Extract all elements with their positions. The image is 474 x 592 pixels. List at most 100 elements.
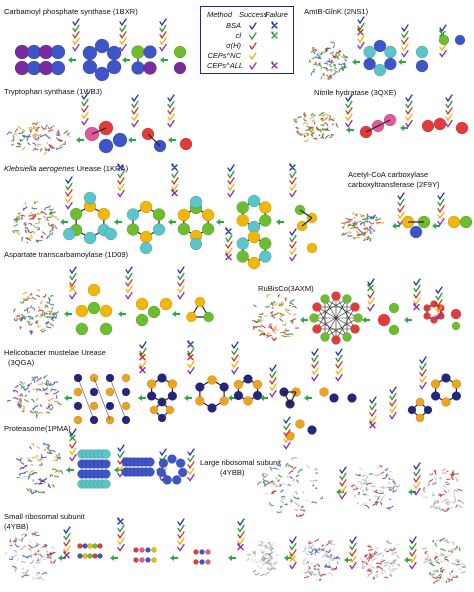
success-check-icon (420, 370, 426, 376)
protein-ribbon (55, 226, 57, 229)
subunit-sphere (195, 397, 204, 406)
subunit-sphere (144, 46, 157, 59)
protein-ribbon (389, 574, 391, 576)
protein-ribbon (263, 479, 264, 481)
protein-ribbon (314, 114, 315, 116)
protein-ribbon (17, 316, 21, 317)
protein-ribbon (52, 319, 54, 321)
protein-ribbon (20, 327, 22, 329)
protein-ribbon (321, 118, 323, 119)
protein-ribbon (38, 553, 41, 555)
protein-ribbon (38, 491, 42, 493)
protein-ribbon (38, 144, 42, 146)
protein-ribbon (323, 114, 326, 116)
subunit-sphere (452, 380, 461, 389)
protein-ribbon (448, 553, 452, 556)
protein-ribbon (397, 544, 400, 546)
subunit-sphere (424, 313, 431, 320)
protein-ribbon (311, 563, 314, 565)
protein-ribbon (422, 496, 427, 497)
success-check-icon (340, 493, 346, 499)
subunit-sphere (208, 404, 217, 413)
success-check-icon (438, 212, 444, 218)
protein-ribbon (44, 313, 48, 314)
protein-ribbon (449, 501, 452, 502)
protein-ribbon (278, 465, 282, 467)
protein-ribbon (42, 573, 47, 575)
protein-ribbon (33, 123, 37, 125)
success-check-icon (178, 538, 184, 544)
protein-ribbon (393, 491, 394, 493)
protein-ribbon (17, 232, 20, 235)
protein-ribbon (17, 559, 18, 561)
protein-ribbon (30, 540, 31, 543)
subunit-sphere (83, 60, 97, 74)
protein-ribbon (281, 302, 282, 304)
protein-ribbon (435, 553, 438, 555)
protein-ribbon (315, 62, 317, 64)
subunit-sphere (452, 392, 461, 401)
success-check-icon (436, 287, 442, 293)
protein-ribbon (301, 506, 303, 508)
protein-ribbon (14, 224, 18, 226)
protein-ribbon (450, 507, 453, 508)
protein-ribbon (41, 212, 46, 215)
protein-ribbon (321, 556, 325, 558)
success-check-icon (358, 23, 364, 29)
protein-ribbon (50, 475, 52, 477)
protein-ribbon (29, 474, 34, 477)
protein-ribbon (348, 235, 352, 236)
success-check-icon (228, 184, 234, 190)
protein-ribbon (47, 143, 48, 144)
subunit-sphere (102, 480, 111, 489)
protein-ribbon (28, 391, 30, 393)
protein-ribbon (33, 577, 35, 579)
protein-ribbon (37, 415, 38, 418)
protein-ribbon (287, 336, 291, 337)
protein-ribbon (307, 562, 309, 563)
protein-ribbon (266, 306, 269, 307)
protein-ribbon (330, 64, 332, 67)
subunit-sphere (176, 459, 185, 468)
protein-ribbon (330, 555, 331, 557)
protein-ribbon (381, 222, 383, 223)
protein-ribbon (292, 458, 298, 461)
pathway-arrow-icon (64, 311, 68, 317)
protein-ribbon (317, 564, 320, 566)
subunit-sphere (140, 558, 145, 563)
protein-ribbon (287, 313, 290, 315)
protein-ribbon (23, 463, 25, 464)
protein-ribbon (366, 489, 368, 490)
protein-ribbon (389, 471, 392, 472)
success-check-icon (414, 285, 420, 291)
protein-ribbon (47, 217, 52, 219)
protein-ribbon (369, 221, 374, 223)
success-check-icon (414, 463, 420, 469)
protein-ribbon (314, 122, 315, 124)
protein-ribbon (359, 468, 362, 470)
subunit-sphere (160, 298, 172, 310)
protein-ribbon (32, 455, 38, 458)
subunit-sphere (166, 406, 174, 414)
success-check-icon (118, 538, 124, 544)
success-check-icon (238, 538, 244, 544)
subunit-sphere (136, 314, 148, 326)
protein-ribbon (336, 124, 338, 128)
protein-ribbon (328, 573, 332, 577)
protein-ribbon (304, 576, 308, 577)
success-check-icon (446, 114, 452, 120)
protein-ribbon (326, 551, 329, 553)
protein-ribbon (23, 292, 27, 294)
pathway-arrow-icon (170, 555, 174, 561)
success-check-icon (64, 540, 70, 546)
protein-ribbon (313, 64, 318, 65)
protein-ribbon (23, 383, 26, 385)
protein-ribbon (25, 472, 29, 473)
subunit-sphere (134, 548, 139, 553)
success-check-icon (336, 368, 342, 374)
subunit-sphere (194, 560, 199, 565)
success-check-icon (290, 563, 296, 569)
protein-ribbon (309, 545, 310, 549)
pathway-arrow-icon (172, 311, 176, 317)
success-check-icon (284, 423, 290, 429)
